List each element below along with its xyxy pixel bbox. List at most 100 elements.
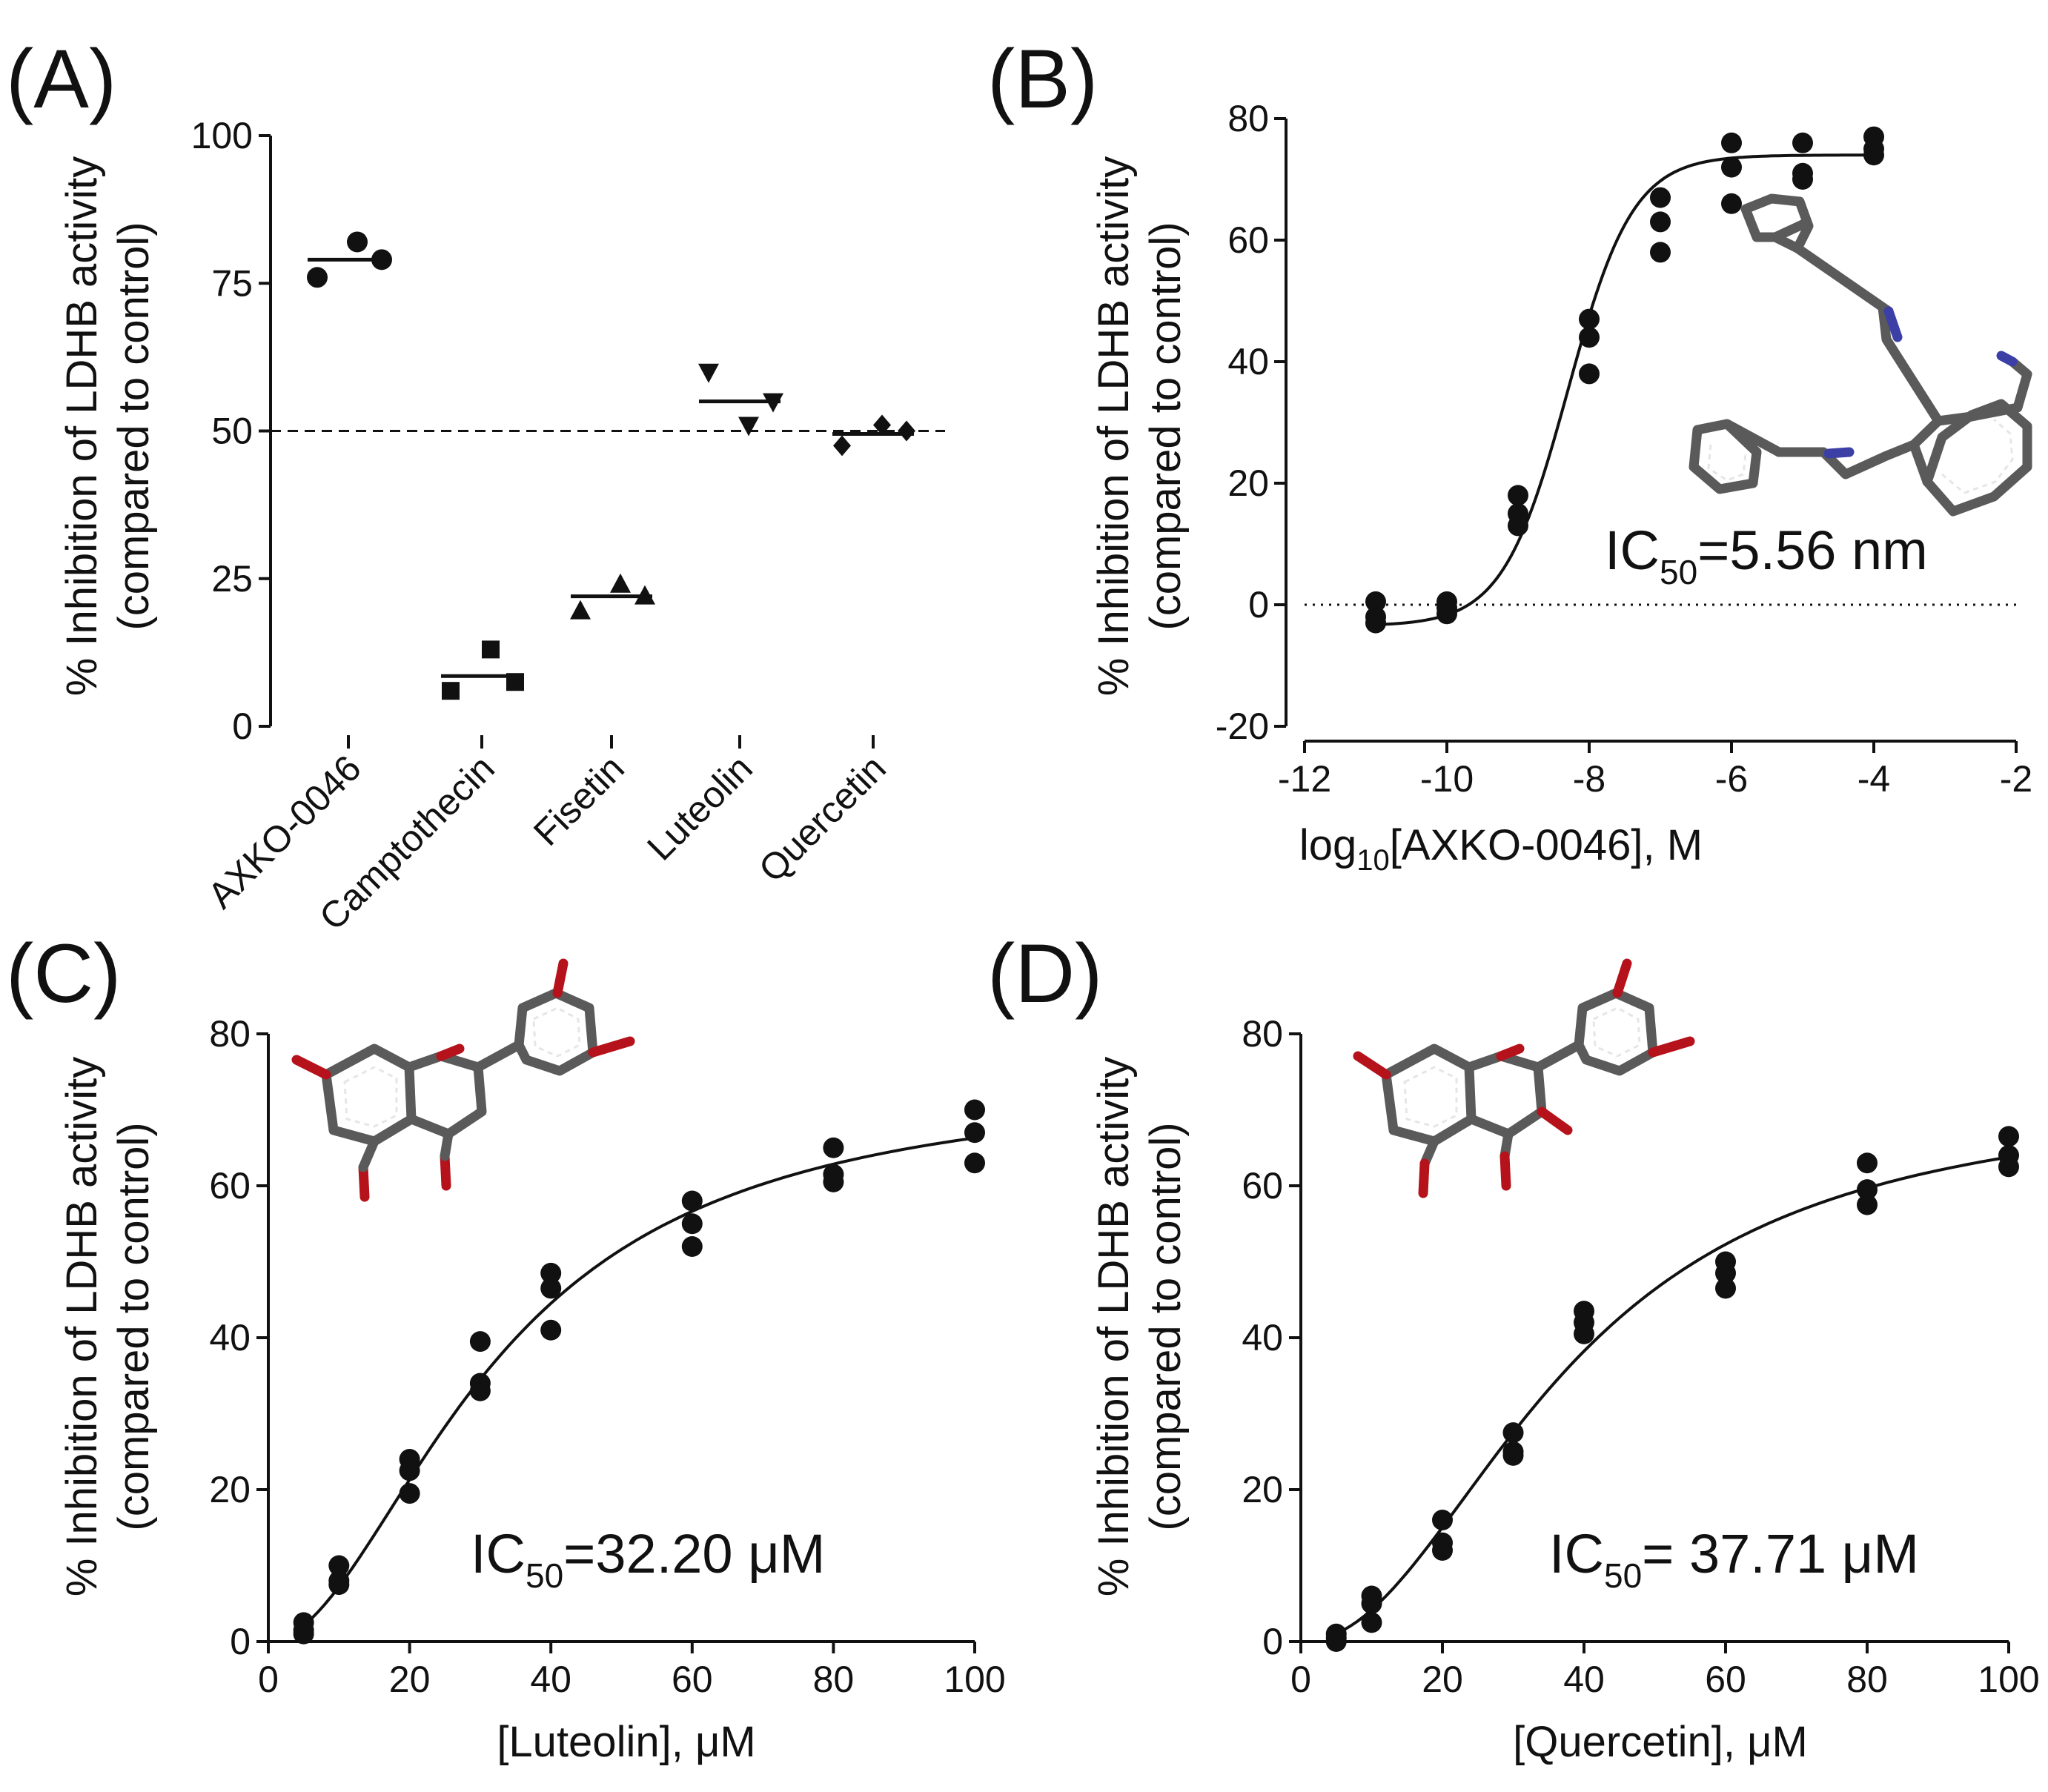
data-point	[1857, 1152, 1878, 1174]
data-point	[1715, 1278, 1736, 1299]
data-point	[1325, 1631, 1347, 1652]
x-tick-label: 40	[530, 1659, 571, 1700]
y-axis-subtitle: (compared to control)	[1141, 1122, 1190, 1530]
data-point	[1721, 132, 1742, 153]
data-point	[634, 585, 655, 605]
data-point	[1863, 145, 1884, 166]
data-point	[1502, 1422, 1524, 1444]
y-tick-label: 0	[232, 706, 253, 747]
data-point	[681, 1236, 703, 1257]
data-point	[698, 363, 719, 383]
panel-c: (C) 0 20 40 60 80 0 20 40 60 80 100 % Inhibition …	[6, 927, 1006, 1766]
x-tick-label: -2	[2000, 758, 2032, 800]
data-point	[1436, 603, 1457, 625]
data-points	[307, 231, 915, 700]
data-point	[540, 1262, 562, 1284]
y-tick-label: 0	[1262, 1621, 1283, 1662]
data-point	[1857, 1194, 1878, 1215]
data-point	[681, 1213, 703, 1235]
data-point	[399, 1460, 420, 1481]
y-tick-label: 0	[1248, 584, 1269, 625]
y-axis-title: % Inhibition of LDHB activity	[58, 156, 106, 697]
data-point	[1715, 1262, 1736, 1284]
y-tick-label: 60	[209, 1165, 251, 1207]
x-tick-label: 0	[1290, 1659, 1311, 1700]
panel-b: (B) -20 0 20 40 60 80 -12 -10 -8 -6 -4 -2 % Inhibi…	[987, 33, 2032, 877]
panel-b-label: (B)	[987, 33, 1098, 125]
x-tick-label: 80	[1846, 1659, 1888, 1700]
data-point	[1365, 591, 1386, 612]
x-tick-label: Luteolin	[639, 747, 760, 868]
data-points	[293, 1099, 985, 1645]
data-point	[873, 414, 891, 436]
x-tick-label: 20	[1422, 1659, 1463, 1700]
data-point	[823, 1137, 844, 1158]
panel-c-label: (C)	[6, 927, 121, 1020]
data-point	[964, 1122, 985, 1144]
x-tick-label: 80	[813, 1659, 855, 1700]
y-tick-label: 75	[211, 262, 253, 304]
quercetin-structure	[1353, 958, 1695, 1198]
x-tick-label: 40	[1563, 1659, 1605, 1700]
y-tick-label: 60	[1242, 1165, 1283, 1207]
data-point	[328, 1555, 350, 1576]
data-point	[964, 1152, 985, 1174]
data-point	[540, 1319, 562, 1341]
y-tick-label: 20	[1227, 462, 1269, 504]
y-tick-label: 50	[211, 411, 253, 452]
x-tick-label: -4	[1858, 758, 1890, 800]
data-point	[1792, 169, 1813, 190]
data-point	[1998, 1126, 2019, 1147]
y-tick-label: 0	[230, 1621, 251, 1662]
data-point	[610, 573, 631, 593]
ic50-annotation: IC50= 37.71 μM	[1549, 1523, 1919, 1595]
y-tick-label: 80	[209, 1013, 251, 1055]
x-tick-label: 60	[672, 1659, 713, 1700]
data-point	[570, 600, 591, 620]
y-tick-label: -20	[1216, 706, 1269, 747]
luteolin-structure	[291, 958, 635, 1202]
ic50-annotation: IC50=32.20 μM	[471, 1523, 825, 1595]
data-point	[1650, 211, 1671, 233]
x-tick-label: 20	[389, 1659, 431, 1700]
y-axis: 0 20 40 60 80	[209, 1013, 270, 1662]
data-points	[1365, 126, 1884, 634]
data-point	[1508, 485, 1528, 506]
x-tick-label: -10	[1420, 758, 1474, 800]
data-point	[442, 682, 460, 700]
y-tick-label: 80	[1227, 98, 1269, 139]
y-axis: 0 20 40 60 80	[1242, 1013, 1302, 1662]
x-tick-label: 100	[1978, 1659, 2039, 1700]
y-tick-label: 20	[1242, 1469, 1283, 1510]
panel-d: (D) 0 20 40 60 80 0 20 40 60 80 100 % Inhibition …	[987, 927, 2040, 1766]
fit-curve	[1375, 153, 1871, 626]
data-point	[1721, 193, 1742, 214]
mean-lines	[308, 257, 914, 678]
y-axis-title: % Inhibition of LDHB activity	[1090, 156, 1138, 697]
data-point	[469, 1380, 491, 1401]
data-point	[1508, 515, 1528, 537]
data-point	[293, 1623, 314, 1645]
data-point	[1998, 1156, 2019, 1178]
data-point	[1365, 612, 1386, 634]
panel-d-label: (D)	[987, 927, 1102, 1020]
y-tick-label: 100	[191, 115, 253, 156]
data-point	[833, 435, 851, 457]
y-axis: 0 25 50 75 100	[191, 115, 272, 747]
x-tick-label: 0	[258, 1659, 279, 1700]
y-tick-label: 60	[1227, 219, 1269, 261]
y-tick-label: 80	[1242, 1013, 1283, 1055]
y-tick-label: 40	[1242, 1317, 1283, 1358]
y-tick-label: 40	[1227, 341, 1269, 382]
data-point	[898, 420, 915, 442]
data-point	[1650, 187, 1671, 208]
x-axis: -12 -10 -8 -6 -4 -2	[1278, 740, 2032, 800]
fit-curve-line	[1375, 153, 1871, 626]
data-point	[347, 231, 368, 253]
y-axis-title: % Inhibition of LDHB activity	[1090, 1057, 1138, 1597]
x-axis-title: [Luteolin], μM	[497, 1718, 755, 1766]
data-point	[482, 640, 500, 659]
